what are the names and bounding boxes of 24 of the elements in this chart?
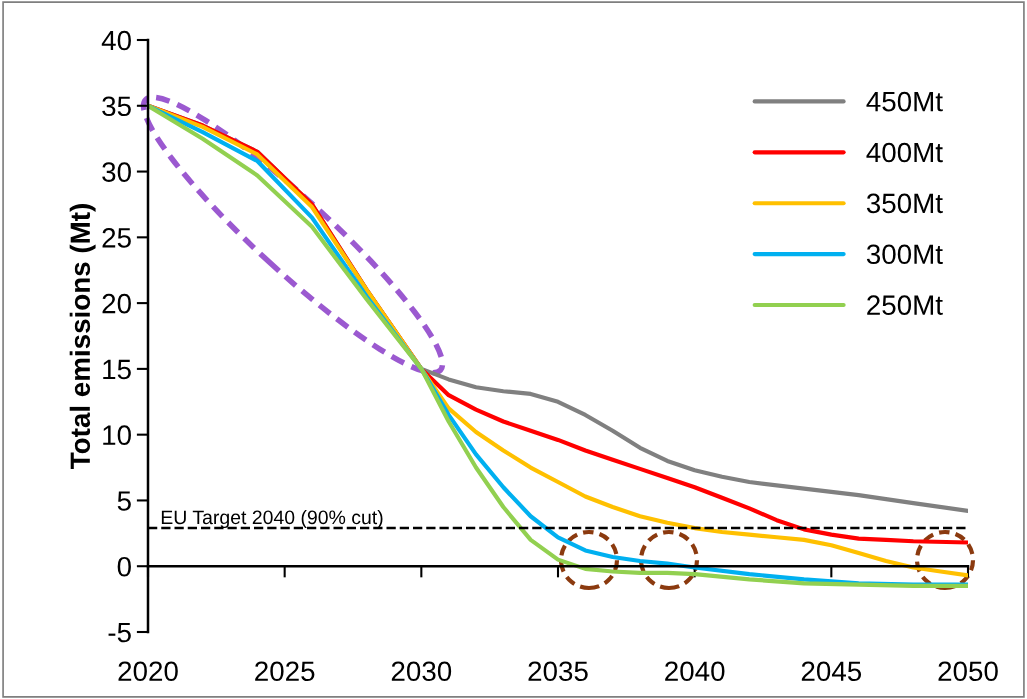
y-tick-label: 40 [101, 30, 131, 51]
legend-label: 350Mt [866, 193, 943, 214]
y-tick-label: 5 [117, 491, 131, 511]
y-tick-label: 0 [117, 556, 131, 577]
y-tick-label: 15 [103, 359, 131, 380]
y-axis-title: Total emissions (Mt) [69, 204, 96, 469]
y-tick-label: 35 [102, 96, 131, 117]
y-tick-label: 30 [102, 162, 131, 182]
x-tick-label: 2045 [801, 661, 862, 682]
x-tick-label: 2035 [528, 661, 588, 682]
y-tick-label: 25 [102, 228, 131, 248]
x-tick-label: 2040 [665, 661, 725, 682]
x-tick-label: 2020 [118, 661, 178, 682]
ref-line-label: EU Target 2040 (90% cut) [161, 509, 383, 529]
y-tick-label: -5 [108, 622, 131, 643]
x-tick-label: 2030 [391, 661, 452, 682]
legend-label: 250Mt [867, 295, 943, 315]
x-tick-label: 2050 [938, 661, 998, 682]
y-tick-label: 10 [103, 425, 131, 446]
y-tick-label: 20 [102, 293, 131, 314]
legend-label: 400Mt [866, 142, 943, 163]
x-tick-label: 2025 [255, 661, 315, 682]
legend-label: 300Mt [866, 244, 943, 265]
legend-label: 450Mt [866, 91, 943, 112]
